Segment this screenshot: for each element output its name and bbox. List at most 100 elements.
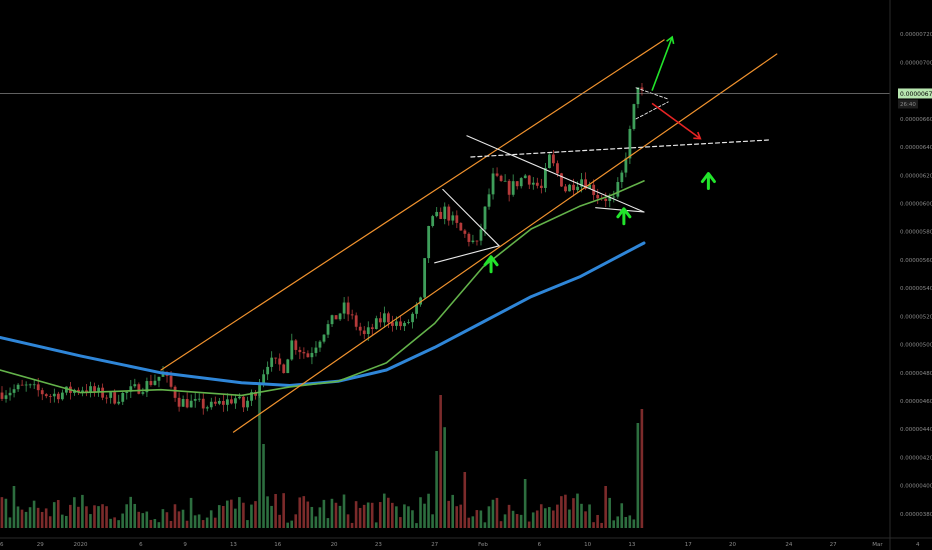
volume-bar	[117, 520, 120, 528]
volume-bar	[338, 505, 342, 528]
candle-body	[435, 211, 439, 217]
volume-bar	[201, 520, 205, 528]
volume-bar	[32, 500, 36, 528]
ma-slow-line	[0, 241, 646, 387]
up-arrow-icon	[616, 207, 632, 226]
candle-body	[97, 387, 100, 392]
candle-body	[105, 397, 109, 399]
volume-bar	[568, 509, 571, 528]
volume-bar	[632, 519, 636, 528]
volume-bar	[282, 493, 285, 528]
price-tick-label: 0.00000420	[900, 455, 932, 461]
volume-bar	[487, 506, 491, 528]
volume-bar	[326, 518, 330, 528]
volume-bar	[177, 511, 181, 528]
time-tick-label: Feb	[478, 542, 488, 548]
candle-body	[310, 352, 314, 358]
up-arrow-icon	[700, 172, 716, 191]
volume-bar	[205, 517, 209, 528]
volume-bar	[459, 504, 463, 528]
candle-body	[48, 396, 52, 397]
red-projection-arrow-head	[693, 131, 702, 140]
volume-bar	[270, 505, 273, 528]
volume-bar	[4, 498, 8, 528]
volume-bar	[85, 506, 88, 528]
volume-bar	[471, 516, 475, 528]
candle-body	[576, 186, 579, 191]
volume-bar	[620, 503, 624, 528]
time-tick-label: 6	[139, 542, 143, 548]
candle-body	[117, 401, 121, 404]
candle-body	[382, 313, 386, 323]
candle-body	[32, 384, 36, 386]
candle-body	[133, 384, 137, 387]
candle-body	[221, 400, 225, 405]
candle-body	[8, 392, 12, 396]
volume-bar	[157, 522, 161, 528]
time-tick-label: 20	[729, 542, 736, 548]
volume-bar	[113, 517, 116, 528]
volume-bar	[354, 501, 358, 528]
volume-bar	[197, 514, 201, 528]
current-price-badge	[898, 88, 932, 99]
volume-bar	[636, 423, 640, 528]
candle-body	[564, 186, 567, 192]
candle-body	[640, 87, 644, 90]
volume-bar	[608, 497, 611, 528]
price-tick-label: 0.00000380	[900, 512, 932, 518]
candle-body	[302, 352, 306, 354]
volume-bar	[40, 511, 44, 528]
volume-bar	[378, 502, 382, 528]
candle-body	[44, 394, 48, 397]
candle-body	[137, 384, 141, 394]
candle-body	[121, 392, 125, 402]
time-tick-label: Mar	[872, 542, 883, 548]
candle-body	[266, 366, 270, 375]
candle-body	[443, 206, 447, 219]
volume-bar	[479, 510, 483, 528]
candle-body	[270, 357, 274, 367]
volume-bar	[213, 517, 217, 528]
volume-bar	[161, 509, 165, 528]
candle-body	[254, 392, 257, 396]
volume-bar	[24, 511, 28, 528]
volume-bar	[370, 502, 374, 528]
candle-body	[286, 359, 290, 374]
candle-body	[616, 182, 620, 197]
candle-body	[173, 386, 177, 398]
triangle-line	[595, 207, 645, 213]
volume-bar	[499, 521, 503, 528]
price-tick-label: 0.00000700	[900, 60, 932, 66]
volume-bar	[250, 504, 253, 528]
volume-bar	[527, 521, 531, 528]
candle-body	[407, 322, 410, 323]
volume-bar	[258, 395, 261, 528]
volume-bar	[491, 499, 495, 528]
volume-bar	[624, 516, 628, 528]
candle-body	[149, 381, 153, 385]
candle-body	[77, 389, 80, 392]
current-price-label: 0.00000678	[900, 91, 932, 98]
volume-bar	[52, 502, 56, 528]
volume-bar	[580, 503, 583, 528]
volume-bar	[427, 493, 430, 528]
time-tick-label: 16	[274, 542, 281, 548]
volume-bar	[391, 502, 394, 528]
candle-body	[326, 324, 330, 335]
volume-bar	[387, 497, 390, 528]
candle-body	[0, 392, 4, 399]
volume-bar	[298, 497, 302, 528]
candles	[0, 83, 644, 415]
volume-bar	[423, 503, 426, 528]
volume-bar	[141, 513, 145, 528]
volume-bar	[475, 510, 479, 528]
candle-body	[580, 179, 583, 187]
volume-bar	[294, 514, 298, 528]
volume-bar	[165, 512, 169, 528]
candle-body	[475, 240, 479, 242]
price-tick-label: 0.00000440	[900, 427, 932, 433]
candle-body	[527, 175, 531, 185]
candle-body	[193, 398, 197, 401]
time-tick-label: 20	[331, 542, 338, 548]
